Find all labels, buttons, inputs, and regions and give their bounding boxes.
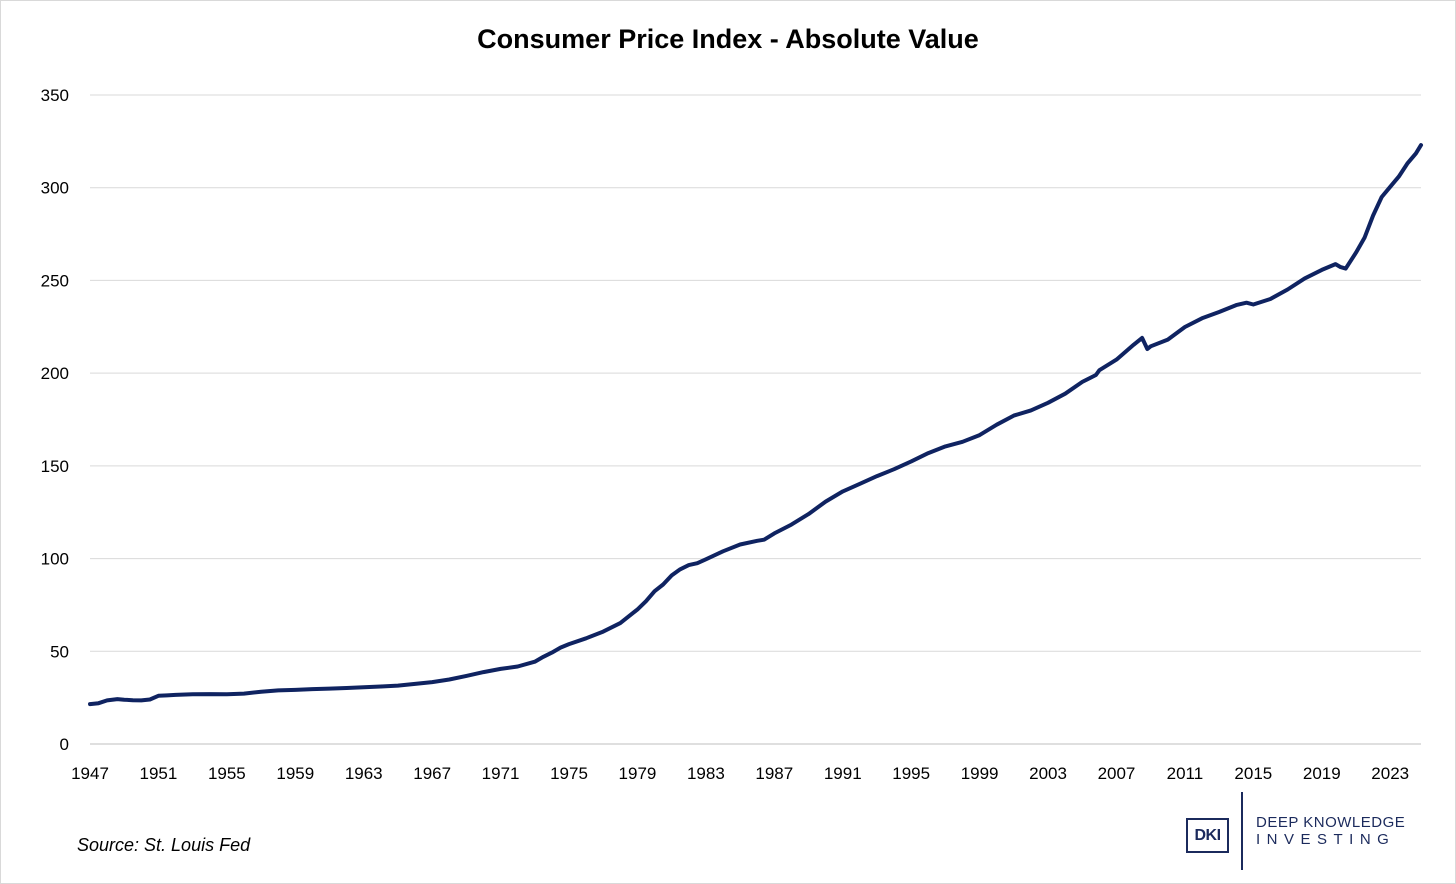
y-tick-label: 200 xyxy=(41,364,69,383)
x-tick-label: 1947 xyxy=(71,764,109,783)
y-tick-label: 350 xyxy=(41,86,69,105)
y-tick-label: 100 xyxy=(41,550,69,569)
x-tick-label: 2015 xyxy=(1234,764,1272,783)
chart-title: Consumer Price Index - Absolute Value xyxy=(477,24,979,54)
x-tick-label: 2011 xyxy=(1167,764,1204,783)
logo-divider xyxy=(1241,792,1243,870)
dki-logo-mark: DKI xyxy=(1186,818,1229,853)
x-tick-label: 1987 xyxy=(755,764,793,783)
y-tick-label: 50 xyxy=(50,642,69,661)
y-tick-label: 300 xyxy=(41,179,69,198)
y-tick-label: 150 xyxy=(41,457,69,476)
y-tick-label: 0 xyxy=(60,735,69,754)
x-tick-label: 2019 xyxy=(1303,764,1341,783)
x-tick-label: 1979 xyxy=(619,764,657,783)
x-tick-label: 1983 xyxy=(687,764,725,783)
x-tick-label: 1955 xyxy=(208,764,246,783)
x-tick-label: 1999 xyxy=(961,764,999,783)
x-tick-label: 1995 xyxy=(892,764,930,783)
logo-line-2: INVESTING xyxy=(1256,831,1396,848)
x-tick-label: 1967 xyxy=(413,764,451,783)
x-tick-label: 2007 xyxy=(1098,764,1136,783)
x-tick-label: 1975 xyxy=(550,764,588,783)
x-tick-label: 1971 xyxy=(482,764,520,783)
source-note: Source: St. Louis Fed xyxy=(77,835,251,855)
x-tick-label: 1963 xyxy=(345,764,383,783)
x-tick-label: 1959 xyxy=(276,764,314,783)
x-tick-label: 2003 xyxy=(1029,764,1067,783)
x-tick-label: 1991 xyxy=(824,764,862,783)
x-tick-label: 2023 xyxy=(1371,764,1409,783)
series-line-cpi xyxy=(88,143,1423,707)
logo-line-1: DEEP KNOWLEDGE xyxy=(1256,814,1406,831)
y-tick-label: 250 xyxy=(41,271,69,290)
x-tick-label: 1951 xyxy=(140,764,178,783)
